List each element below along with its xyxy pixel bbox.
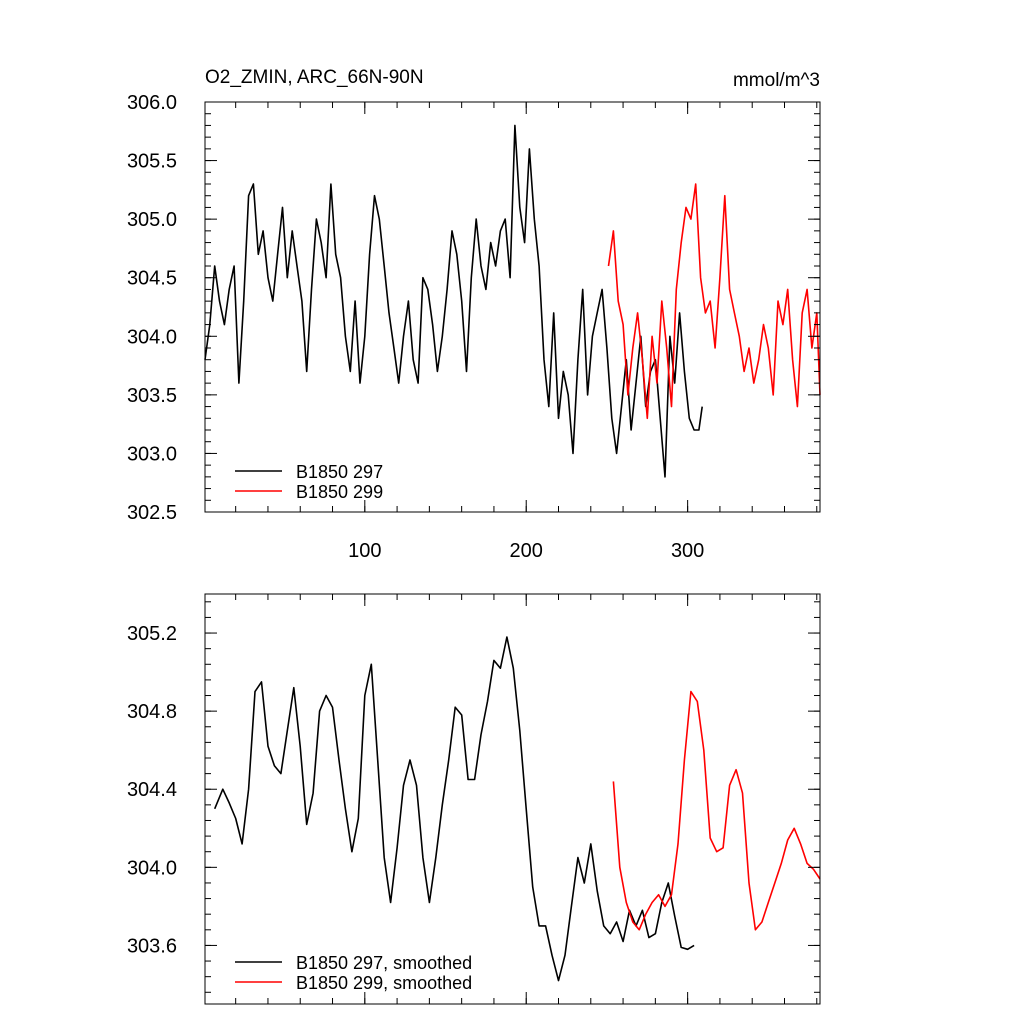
series-line: [612, 690, 821, 931]
bottom-plot-frame: [204, 593, 821, 1005]
y-tick-label: 305.2: [127, 623, 177, 645]
y-tick-label: 304.0: [127, 857, 177, 879]
top-legend: B1850 297 B1850 299: [235, 462, 383, 502]
y-tick-label: 303.5: [127, 385, 177, 407]
y-tick-label: 302.5: [127, 502, 177, 524]
x-tick-label: 200: [510, 540, 543, 562]
units-label: mmol/m^3: [733, 70, 820, 91]
legend-label: B1850 299: [296, 482, 383, 502]
y-tick-label: 305.0: [127, 209, 177, 231]
chart-title: O2_ZMIN, ARC_66N-90N: [205, 67, 424, 88]
legend-label: B1850 297: [296, 462, 383, 482]
y-tick-label: 304.5: [127, 268, 177, 290]
y-tick-label: 303.0: [127, 443, 177, 465]
x-tick-label: 100: [348, 540, 381, 562]
top-panel: O2_ZMIN, ARC_66N-90N mmol/m^3 302.5 303.0…: [127, 67, 821, 562]
series-line: [607, 183, 821, 420]
top-plot-frame: [204, 101, 821, 513]
y-tick-label: 304.4: [127, 779, 177, 801]
y-tick-label: 304.0: [127, 326, 177, 348]
top-series-group: [204, 124, 821, 478]
series-line: [213, 636, 695, 982]
bottom-panel: 303.6 304.0 304.4 304.8 305.2 B1850 297, smo…: [127, 593, 821, 1005]
x-tick-label: 300: [671, 540, 704, 562]
bottom-axis-ticks: 303.6 304.0 304.4 304.8 305.2: [127, 594, 820, 1004]
y-tick-label: 305.5: [127, 151, 177, 173]
y-tick-label: 306.0: [127, 92, 177, 114]
bottom-series-group: [213, 636, 821, 982]
top-axis-ticks: 302.5 303.0 303.5 304.0 304.5 305.0 305.5 306.0…: [127, 92, 820, 562]
y-tick-label: 303.6: [127, 935, 177, 957]
y-tick-label: 304.8: [127, 701, 177, 723]
legend-label: B1850 297, smoothed: [296, 953, 472, 973]
legend-label: B1850 299, smoothed: [296, 973, 472, 993]
series-line: [204, 124, 703, 478]
bottom-legend: B1850 297, smoothed B1850 299, smoothed: [235, 953, 472, 993]
